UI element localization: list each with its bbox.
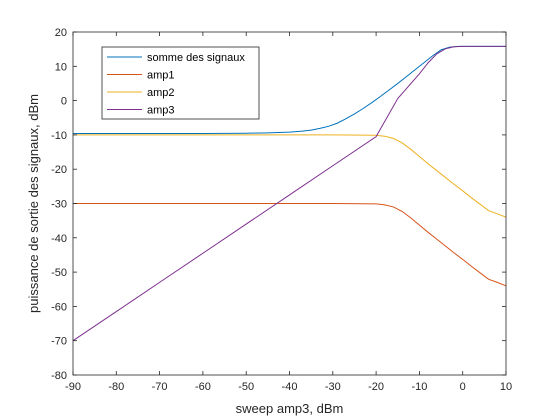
x-tick-label: -90	[65, 381, 81, 393]
x-axis-label: sweep amp3, dBm	[236, 401, 344, 416]
x-tick-label: -60	[195, 381, 211, 393]
series-line-1	[73, 45, 506, 135]
x-tick-label: -50	[238, 381, 254, 393]
series-line-4	[72, 45, 506, 342]
y-tick-label: 0	[61, 96, 67, 108]
series-line-2	[73, 203, 507, 287]
x-tick-label: -70	[152, 381, 168, 393]
axes-group: -90 -80 -70 -60 -50 -40 -30 -20 -10 0 10-80-70-60-…	[51, 27, 512, 393]
y-tick-label: -60	[51, 301, 67, 313]
x-tick-label: -40	[282, 381, 298, 393]
x-tick-label: 10	[500, 381, 512, 393]
y-tick-label: -10	[51, 130, 67, 142]
legend-box	[101, 46, 260, 120]
y-tick-label: -30	[51, 199, 67, 211]
legend-label-3: amp2	[147, 87, 175, 99]
y-tick-label: -20	[51, 164, 67, 176]
x-tick-label: -80	[108, 381, 124, 393]
y-tick-label: -40	[51, 233, 67, 245]
x-tick-label: -10	[411, 381, 427, 393]
legend-label-2: amp1	[147, 70, 175, 82]
y-tick-label: -70	[51, 336, 67, 348]
legend-label-4: amp3	[147, 105, 175, 117]
y-tick-label: 20	[55, 27, 67, 39]
y-tick-label: -50	[51, 267, 67, 279]
x-tick-label: -20	[368, 381, 384, 393]
x-tick-label: 0	[460, 381, 466, 393]
series-group	[72, 45, 507, 342]
series-line-3	[73, 134, 507, 218]
legend: somme des signaux amp1 amp2 amp3	[101, 46, 260, 120]
x-tick-label: -30	[325, 381, 341, 393]
legend-label-1: somme des signaux	[147, 52, 245, 64]
y-axis-label: puissance de sortie des signaux, dBm	[26, 94, 41, 313]
y-tick-label: 10	[55, 61, 67, 73]
y-tick-label: -80	[51, 370, 67, 382]
